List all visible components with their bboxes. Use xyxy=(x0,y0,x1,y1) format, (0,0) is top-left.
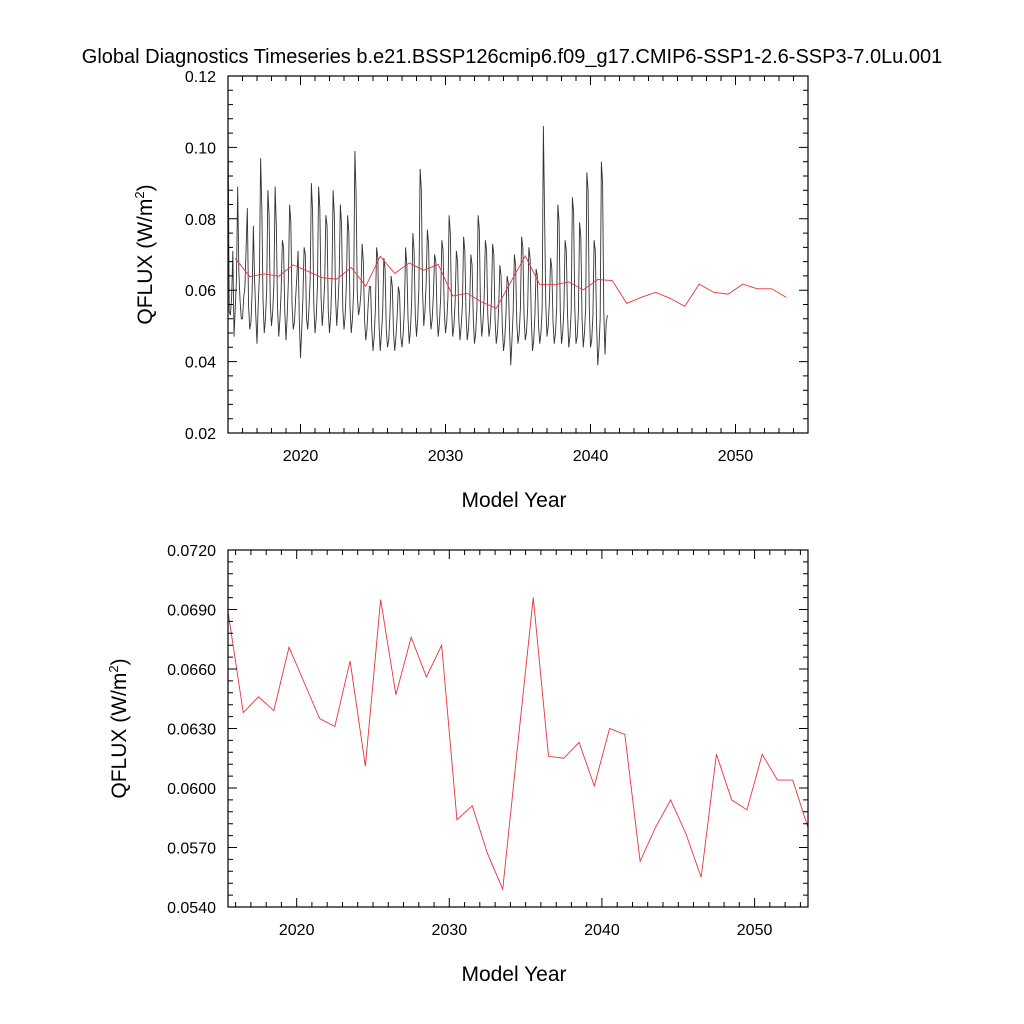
y-tick-label: 0.0570 xyxy=(167,841,216,858)
y-axis-title: QFLUX (W/m2) xyxy=(132,184,157,324)
x-tick-label: 2050 xyxy=(718,448,754,465)
axis-ticks xyxy=(227,75,809,434)
y-tick-label: 0.04 xyxy=(185,355,216,372)
x-tick-label: 2040 xyxy=(573,448,609,465)
plot-frame xyxy=(227,75,809,434)
x-tick-label: 2020 xyxy=(279,922,315,939)
y-axis-title-end: ) xyxy=(134,184,157,191)
y-tick-label: 0.0630 xyxy=(167,722,216,739)
x-tick-label: 2050 xyxy=(737,922,773,939)
y-tick-label: 0.02 xyxy=(185,426,216,443)
y-tick-label: 0.08 xyxy=(185,212,216,229)
x-axis-title: Model Year xyxy=(461,489,566,512)
top-panel: 2020 2030 2040 2050 0.02 0.04 0.06 0.08 0.10 0.12… xyxy=(132,69,809,512)
x-tick-label: 2030 xyxy=(428,448,464,465)
y-axis-title: QFLUX (W/m2) xyxy=(106,658,131,798)
y-tick-label: 0.0690 xyxy=(167,603,216,620)
x-tick-label: 2020 xyxy=(283,448,319,465)
series-line-annual xyxy=(234,254,787,309)
y-tick-label: 0.0660 xyxy=(167,662,216,679)
y-tick-label: 0.10 xyxy=(185,140,216,157)
plot-frame xyxy=(227,549,809,908)
y-tick-label: 0.06 xyxy=(185,283,216,300)
y-axis-title-superscript: 2 xyxy=(132,191,147,198)
series-line-annual xyxy=(228,597,808,891)
y-tick-label: 0.0540 xyxy=(167,900,216,917)
chart-title: Global Diagnostics Timeseries b.e21.BSSP… xyxy=(82,46,942,68)
y-axis-title-base: QFLUX (W/m xyxy=(134,199,157,325)
x-axis-title: Model Year xyxy=(461,963,566,986)
bottom-panel: 2020 2030 2040 2050 0.0540 0.0570 0.0600 0.0630… xyxy=(106,543,809,986)
y-axis-title-base: QFLUX (W/m xyxy=(108,673,131,799)
series-line-monthly xyxy=(228,115,608,366)
axis-ticks xyxy=(228,549,808,908)
y-tick-label: 0.0720 xyxy=(167,543,216,560)
y-axis-title-superscript: 2 xyxy=(106,665,121,672)
y-tick-label: 0.0600 xyxy=(167,781,216,798)
x-tick-label: 2030 xyxy=(432,922,468,939)
y-axis-title-end: ) xyxy=(108,658,131,665)
y-tick-label: 0.12 xyxy=(185,69,216,86)
x-tick-label: 2040 xyxy=(584,922,620,939)
